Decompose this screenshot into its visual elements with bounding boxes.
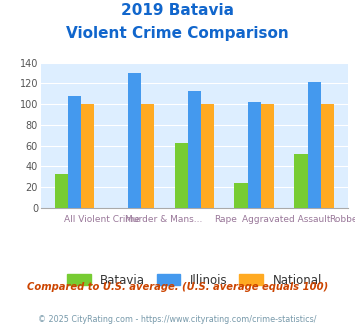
Bar [307, 82, 321, 208]
Bar [81, 104, 94, 208]
Text: Aggravated Assault: Aggravated Assault [242, 214, 331, 223]
Text: Violent Crime Comparison: Violent Crime Comparison [66, 26, 289, 41]
Text: Murder & Mans...: Murder & Mans... [125, 214, 202, 223]
Bar [201, 104, 214, 208]
Text: All Violent Crime: All Violent Crime [64, 214, 140, 223]
Bar [321, 104, 334, 208]
Bar [248, 102, 261, 208]
Legend: Batavia, Illinois, National: Batavia, Illinois, National [62, 269, 327, 291]
Bar [235, 183, 248, 208]
Text: Robbery: Robbery [329, 214, 355, 223]
Text: Compared to U.S. average. (U.S. average equals 100): Compared to U.S. average. (U.S. average … [27, 282, 328, 292]
Bar [128, 73, 141, 208]
Bar [141, 104, 154, 208]
Text: © 2025 CityRating.com - https://www.cityrating.com/crime-statistics/: © 2025 CityRating.com - https://www.city… [38, 315, 317, 324]
Bar [175, 143, 188, 208]
Bar [261, 104, 274, 208]
Bar [188, 91, 201, 208]
Bar [68, 96, 81, 208]
Bar [55, 174, 68, 208]
Text: Rape: Rape [214, 214, 236, 223]
Bar [294, 154, 307, 208]
Text: 2019 Batavia: 2019 Batavia [121, 3, 234, 18]
